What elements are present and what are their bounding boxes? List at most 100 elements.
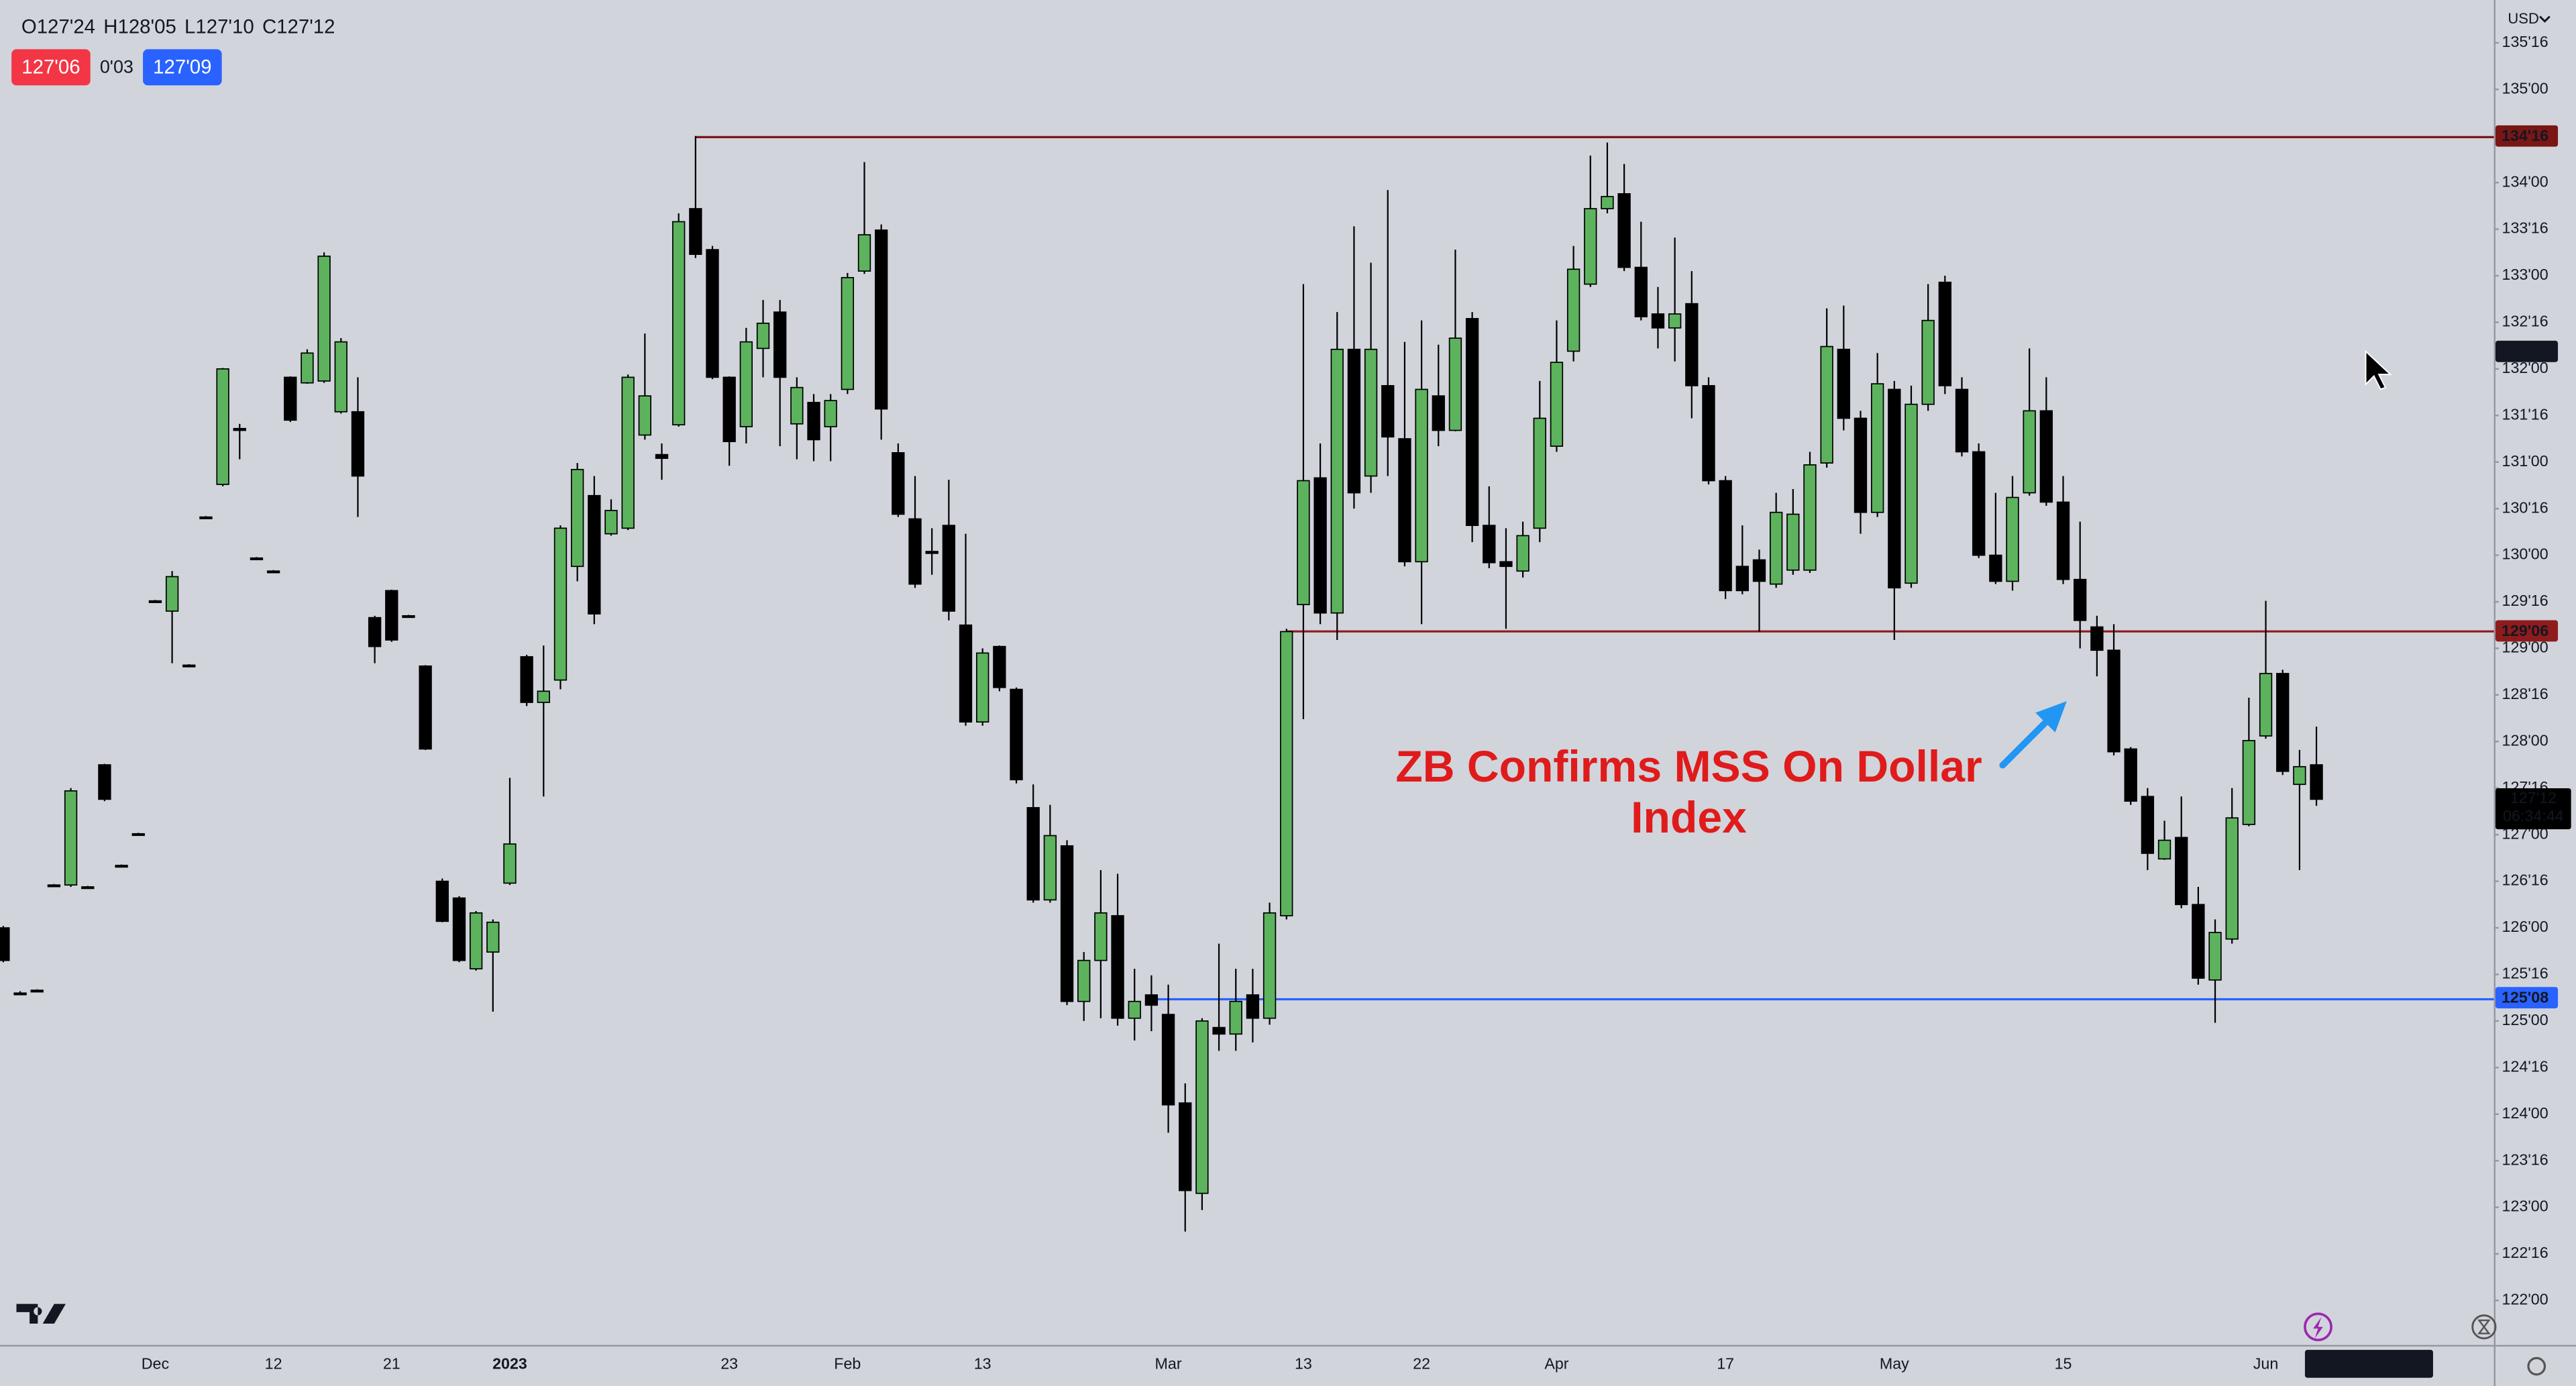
buy-button[interactable] [143, 49, 222, 86]
candle-body [148, 600, 162, 603]
candle-body [2293, 765, 2306, 786]
last-price: 127'12 [2510, 789, 2557, 806]
candle-body [98, 764, 111, 800]
candle-body [1313, 477, 1327, 614]
candle-body [1347, 348, 1361, 494]
candle-body [2124, 748, 2137, 802]
y-tick-label: 126'16 [2502, 871, 2548, 889]
candle-body [1111, 915, 1124, 1019]
annotation: ZB Confirms MSS On Dollar Index [1395, 742, 1982, 843]
candle-body [1837, 348, 1851, 419]
candle-body [351, 411, 365, 477]
candle-body [2192, 904, 2205, 979]
candle-body [824, 400, 837, 427]
level-label-box [2496, 125, 2559, 147]
x-tick-label: Jun [2253, 1354, 2279, 1372]
y-tick-label: 123'00 [2502, 1197, 2548, 1215]
candle-body [1026, 807, 1040, 901]
candle-body [1212, 1026, 1226, 1035]
tradingview-logo[interactable] [16, 1303, 66, 1324]
candle-body [1786, 513, 1800, 571]
candle-body [875, 229, 888, 410]
level-label: 129'06 [2502, 622, 2548, 639]
candle-body [1499, 561, 1513, 568]
candle-body [1719, 480, 1732, 592]
level-label: 125'08 [2502, 989, 2548, 1006]
crosshair-date-box [2304, 1350, 2433, 1378]
candle-body [672, 221, 686, 426]
crosshair-price-box [2496, 340, 2559, 362]
candle-body [199, 516, 213, 519]
y-tick-label: 128'00 [2502, 731, 2548, 749]
currency-caret[interactable] [2539, 15, 2551, 23]
x-tick-label: 21 [383, 1354, 400, 1372]
candle-body [1566, 268, 1580, 352]
candle-body [216, 368, 229, 485]
candle-body [942, 525, 956, 612]
candle-body [47, 884, 61, 888]
candle-body [2039, 410, 2053, 503]
candle-body [13, 992, 27, 996]
candle-body [1668, 313, 1682, 329]
candle-body [841, 276, 855, 390]
candle-body [284, 376, 297, 421]
candle-body [1634, 266, 1648, 317]
candle-body [2225, 817, 2239, 940]
bid-price[interactable]: 127'06 [21, 56, 80, 78]
candle-body [385, 590, 398, 641]
x-tick-label: Feb [834, 1354, 861, 1372]
candle-body [1398, 438, 1411, 563]
candle-body [1465, 318, 1479, 527]
y-tick-label: 124'00 [2502, 1104, 2548, 1122]
candle-body [2074, 578, 2087, 621]
candle-body [925, 551, 938, 554]
candle-body [1803, 464, 1817, 571]
y-tick-label: 126'00 [2502, 918, 2548, 935]
currency-selector[interactable]: USD [2508, 10, 2538, 27]
y-tick-label: 122'00 [2502, 1291, 2548, 1308]
replay-icon[interactable] [2304, 1312, 2332, 1342]
candle-body [233, 427, 246, 431]
candle-body [182, 664, 196, 668]
candle-body [64, 790, 78, 886]
candle-body [1904, 403, 1918, 584]
y-tick-label: 133'00 [2502, 266, 2548, 283]
x-tick-label: 22 [1413, 1354, 1430, 1372]
candle-body [1381, 385, 1395, 438]
sell-button[interactable] [11, 49, 91, 86]
candle-body [604, 510, 618, 535]
candle-body [115, 865, 128, 868]
y-tick-label: 130'16 [2502, 498, 2548, 516]
candle-body [1415, 388, 1428, 563]
x-tick-label: 13 [974, 1354, 991, 1372]
candle-body [1584, 208, 1597, 285]
candle-body [1128, 1000, 1141, 1019]
candle-body [706, 249, 719, 378]
settings-icon[interactable] [2527, 1356, 2546, 1376]
replay-bolt[interactable] [2313, 1317, 2323, 1339]
candle-body [2023, 410, 2036, 494]
candle-body [1516, 535, 1529, 572]
crosshair-date: Fri Jun 09, 2023 [2312, 1354, 2425, 1372]
candle-body [1870, 383, 1884, 513]
ohlc-header: O127'24 H128'05 L127'10 C127'12 [21, 15, 335, 38]
y-tick-label: 125'16 [2502, 965, 2548, 982]
candle-body [976, 652, 989, 723]
y-tick-label: 131'00 [2502, 452, 2548, 470]
y-tick-label: 133'16 [2502, 219, 2548, 237]
candle-body [959, 624, 973, 723]
ohlc-high: H128'05 [103, 15, 176, 38]
candle-body [1888, 388, 1901, 589]
candle-body [81, 886, 95, 890]
candle-body [1550, 362, 1564, 447]
candle-body [2208, 932, 2222, 981]
candle-body [402, 615, 415, 619]
ask-price[interactable]: 127'09 [153, 56, 211, 78]
candle-body [30, 990, 44, 993]
candle-body [655, 454, 669, 460]
candle-body [368, 617, 382, 647]
timer-hourglass[interactable] [2477, 1319, 2491, 1334]
timer-icon[interactable] [2471, 1314, 2497, 1340]
